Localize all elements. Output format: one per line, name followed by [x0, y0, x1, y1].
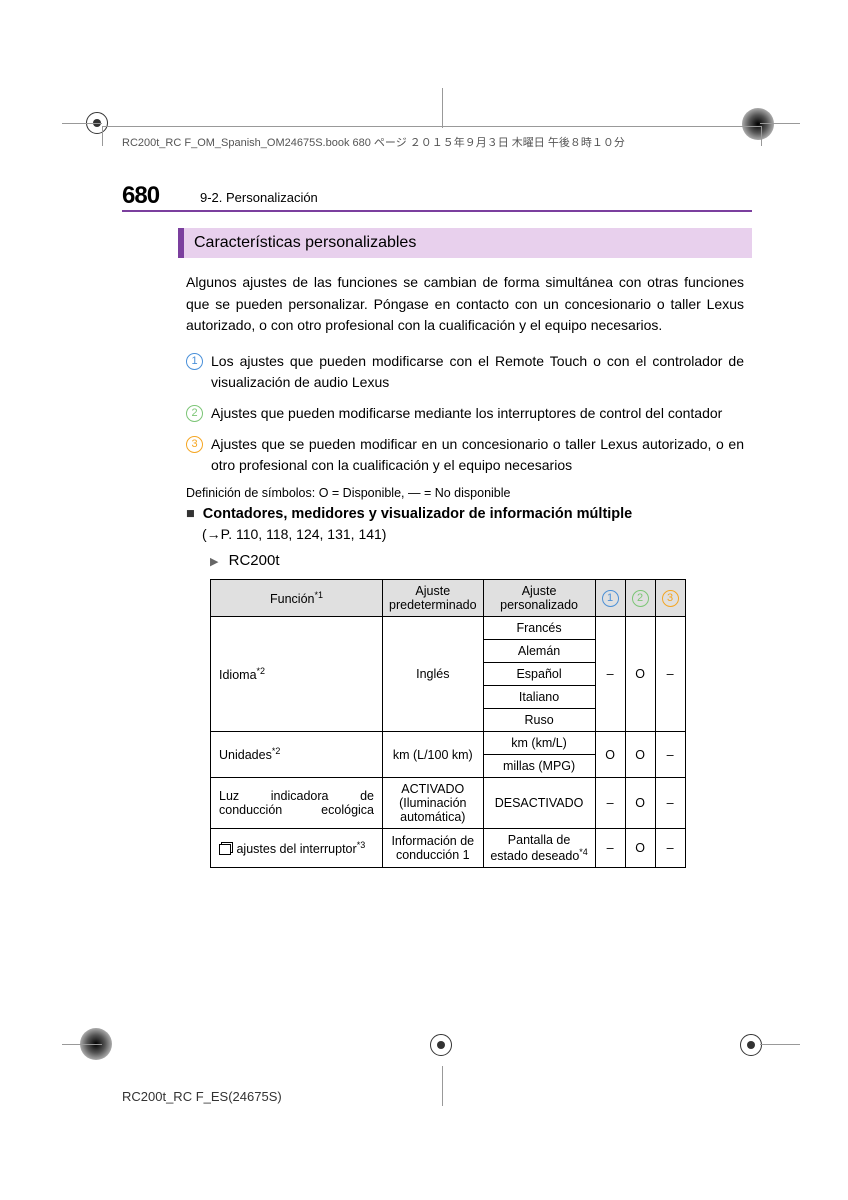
cell-default: Información de conducción 1: [383, 829, 484, 868]
col-n2: 2: [625, 580, 655, 617]
cell-option: Francés: [483, 617, 595, 640]
footer-id: RC200t_RC F_ES(24675S): [122, 1089, 282, 1104]
sub-heading-text: Contadores, medidores y visualizador de …: [203, 506, 632, 522]
list-text: Ajustes que pueden modificarse mediante …: [211, 403, 722, 424]
cell-custom: Pantalla de estado deseado*4: [483, 829, 595, 868]
crop-line: [62, 123, 102, 124]
cell-n2: O: [625, 617, 655, 732]
model-name: RC200t: [229, 552, 280, 569]
cell-function: ajustes del interruptor*3: [211, 829, 383, 868]
header-meta: RC200t_RC F_OM_Spanish_OM24675S.book 680…: [122, 134, 625, 150]
heading: Características personalizables: [178, 228, 752, 258]
crop-line: [442, 88, 443, 128]
cell-custom: DESACTIVADO: [483, 778, 595, 829]
cell-n1: –: [595, 617, 625, 732]
square-bullet-icon: ■: [186, 506, 195, 522]
pages-icon: [219, 844, 231, 855]
crop-line: [62, 1044, 102, 1045]
crop-line: [760, 123, 800, 124]
cell-option: Español: [483, 663, 595, 686]
col-function: Función*1: [211, 580, 383, 617]
cell-n3: –: [655, 829, 685, 868]
cell-n1: O: [595, 732, 625, 778]
table-row: ajustes del interruptor*3 Información de…: [211, 829, 686, 868]
cell-default: ACTIVADO (Iluminación automática): [383, 778, 484, 829]
cell-option: Italiano: [483, 686, 595, 709]
cell-n2: O: [625, 778, 655, 829]
list-item: 3 Ajustes que se pueden modificar en un …: [186, 434, 744, 476]
cell-option: km (km/L): [483, 732, 595, 755]
model-line: ▶ RC200t: [210, 552, 744, 569]
cell-function: Unidades*2: [211, 732, 383, 778]
intro-paragraph: Algunos ajustes de las funciones se camb…: [186, 272, 744, 337]
col-custom: Ajuste personalizado: [483, 580, 595, 617]
table-row: Unidades*2 km (L/100 km) km (km/L) O O –: [211, 732, 686, 755]
circled-number-1-icon: 1: [186, 353, 203, 370]
crop-line: [442, 1066, 443, 1106]
page-reference: (→P. 110, 118, 124, 131, 141): [202, 526, 744, 542]
print-crop-mark: [430, 1034, 452, 1056]
section-divider: [122, 210, 752, 212]
cell-n2: O: [625, 732, 655, 778]
cell-default: Inglés: [383, 617, 484, 732]
table-row: Idioma*2 Inglés Francés – O –: [211, 617, 686, 640]
table-header-row: Función*1 Ajuste predeterminado Ajuste p…: [211, 580, 686, 617]
definition-line: Definición de símbolos: O = Disponible, …: [186, 486, 744, 500]
section-label: 9-2. Personalización: [200, 190, 318, 205]
crop-line: [760, 1044, 800, 1045]
cell-option: Alemán: [483, 640, 595, 663]
cell-n2: O: [625, 829, 655, 868]
list-item: 2 Ajustes que pueden modificarse mediant…: [186, 403, 744, 424]
print-crop-mark: [740, 1034, 762, 1056]
list-text: Ajustes que se pueden modificar en un co…: [211, 434, 744, 476]
cell-n1: –: [595, 778, 625, 829]
cell-default: km (L/100 km): [383, 732, 484, 778]
cell-n3: –: [655, 732, 685, 778]
circled-number-2-icon: 2: [186, 405, 203, 422]
table-row: Luz indicadora de conducción ecológica A…: [211, 778, 686, 829]
triangle-bullet-icon: ▶: [210, 556, 218, 568]
col-n3: 3: [655, 580, 685, 617]
cell-n3: –: [655, 778, 685, 829]
list-text: Los ajustes que pueden modificarse con e…: [211, 351, 744, 393]
cell-n1: –: [595, 829, 625, 868]
circled-number-3-icon: 3: [186, 436, 203, 453]
cell-function: Idioma*2: [211, 617, 383, 732]
page-content: Características personalizables Algunos …: [178, 228, 752, 868]
sub-heading: ■ Contadores, medidores y visualizador d…: [186, 506, 744, 522]
cell-option: Ruso: [483, 709, 595, 732]
page-number: 680: [122, 182, 159, 210]
col-default: Ajuste predeterminado: [383, 580, 484, 617]
cell-n3: –: [655, 617, 685, 732]
cell-function: Luz indicadora de conducción ecológica: [211, 778, 383, 829]
settings-table: Función*1 Ajuste predeterminado Ajuste p…: [210, 579, 686, 868]
col-n1: 1: [595, 580, 625, 617]
cell-option: millas (MPG): [483, 755, 595, 778]
list-item: 1 Los ajustes que pueden modificarse con…: [186, 351, 744, 393]
numbered-list: 1 Los ajustes que pueden modificarse con…: [186, 351, 744, 476]
